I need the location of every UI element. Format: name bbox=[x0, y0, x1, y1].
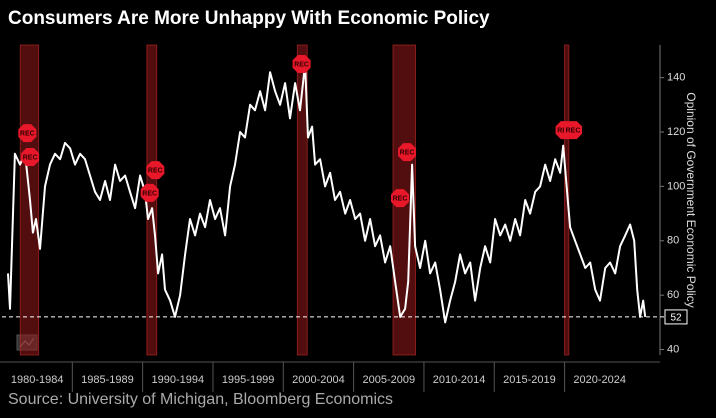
marker-label: REC bbox=[294, 61, 309, 68]
recession-marker: REC bbox=[398, 143, 417, 162]
recession-band bbox=[564, 44, 570, 356]
reference-label: 52 bbox=[670, 313, 682, 324]
marker-label: REC bbox=[566, 127, 581, 134]
x-tick-label: 2015-2019 bbox=[503, 374, 556, 386]
marker-octagon bbox=[18, 124, 37, 143]
chart-title: Consumers Are More Unhappy With Economic… bbox=[8, 8, 490, 29]
y-tick-label: 80 bbox=[667, 235, 679, 247]
x-tick-label: 1995-1999 bbox=[222, 374, 275, 386]
marker-label: REC bbox=[142, 190, 157, 197]
marker-octagon bbox=[146, 161, 165, 180]
marker-label: REC bbox=[148, 167, 163, 174]
marker-label: REC bbox=[23, 154, 38, 161]
recession-marker: REC bbox=[21, 148, 40, 167]
marker-octagon bbox=[292, 55, 311, 74]
x-tick-label: 1985-1989 bbox=[81, 374, 134, 386]
y-tick-label: 140 bbox=[667, 72, 685, 84]
y-tick-label: 40 bbox=[667, 343, 679, 355]
x-tick-label: 1980-1984 bbox=[11, 374, 64, 386]
x-tick-label: 2000-2004 bbox=[292, 374, 345, 386]
recession-marker: REC bbox=[146, 161, 165, 180]
marker-label: REC bbox=[393, 195, 408, 202]
y-tick-label: 60 bbox=[667, 289, 679, 301]
marker-octagon bbox=[21, 148, 40, 167]
data-line bbox=[7, 63, 647, 324]
y-tick-label: 120 bbox=[667, 126, 685, 138]
marker-label: REC bbox=[20, 130, 35, 137]
y-axis-label: Opinion of Government Economic Policy bbox=[684, 92, 698, 307]
x-tick-label: 2005-2009 bbox=[362, 374, 415, 386]
reference-label-box bbox=[664, 309, 688, 325]
x-tick-label: 2020-2024 bbox=[573, 374, 626, 386]
recession-marker: REC bbox=[18, 124, 37, 143]
marker-octagon bbox=[140, 183, 159, 202]
marker-label: REC bbox=[400, 149, 415, 156]
marker-octagon bbox=[398, 143, 417, 162]
marker-octagon bbox=[391, 189, 410, 208]
recession-marker: REC bbox=[564, 121, 583, 140]
marker-octagon bbox=[564, 121, 583, 140]
recession-marker: REC bbox=[140, 183, 159, 202]
source-note: Source: University of Michigan, Bloomber… bbox=[8, 391, 393, 408]
recession-band bbox=[296, 44, 308, 356]
recession-marker: REC bbox=[391, 189, 410, 208]
x-tick-label: 1990-1994 bbox=[152, 374, 205, 386]
y-tick-label: 100 bbox=[667, 180, 685, 192]
recession-marker: REC bbox=[292, 55, 311, 74]
x-tick-label: 2010-2014 bbox=[433, 374, 486, 386]
